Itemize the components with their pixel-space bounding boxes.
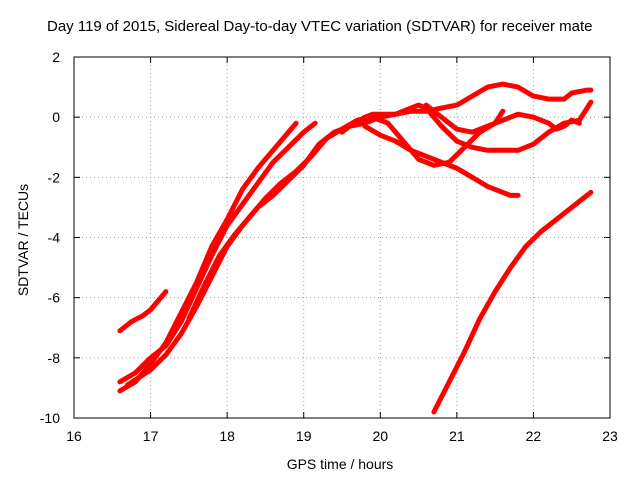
- y-axis-label: SDTVAR / TECUs: [15, 183, 31, 297]
- y-tick-label: -10: [40, 410, 60, 426]
- y-tick-label: -2: [48, 169, 61, 185]
- series-line-8: [423, 102, 582, 135]
- x-axis-ticks: 16 17 18 19 20 21 22 23: [66, 57, 618, 444]
- series-line-2: [117, 120, 299, 394]
- y-tick-label: 2: [52, 49, 60, 65]
- series-line-7: [362, 123, 521, 198]
- series-group: [117, 81, 594, 415]
- y-tick-label: -8: [48, 350, 61, 366]
- x-tick-label: 22: [526, 428, 542, 444]
- x-tick-label: 20: [372, 428, 388, 444]
- grid: [74, 57, 610, 418]
- x-tick-label: 18: [219, 428, 235, 444]
- x-tick-label: 17: [143, 428, 159, 444]
- y-tick-label: -4: [48, 230, 61, 246]
- y-tick-label: 0: [52, 109, 60, 125]
- x-tick-label: 23: [602, 428, 618, 444]
- x-tick-label: 16: [66, 428, 82, 444]
- series-line-1: [117, 289, 169, 334]
- x-tick-label: 21: [449, 428, 465, 444]
- series-line-3: [117, 120, 318, 385]
- x-axis-label: GPS time / hours: [286, 456, 394, 472]
- series-line-9: [431, 189, 594, 415]
- y-axis-ticks: -10 -8 -6 -4 -2 0 2: [40, 49, 610, 426]
- chart-title: Day 119 of 2015, Sidereal Day-to-day VTE…: [47, 18, 593, 35]
- series-line-4: [125, 81, 594, 388]
- x-tick-label: 19: [296, 428, 312, 444]
- y-tick-label: -6: [48, 290, 61, 306]
- series-line-6: [339, 99, 594, 153]
